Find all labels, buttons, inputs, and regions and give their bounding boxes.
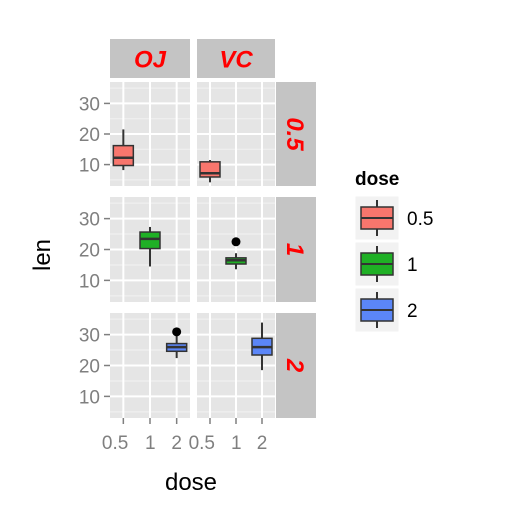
y-tick-label: 30 xyxy=(79,326,100,347)
y-tick-label: 10 xyxy=(79,271,100,292)
boxplot-vc-0.5 xyxy=(199,160,221,183)
x-tick-label: 1 xyxy=(231,433,242,454)
panel-vc-2 xyxy=(197,313,275,418)
strip-right-0.5 xyxy=(276,82,316,186)
box-body xyxy=(199,161,221,178)
y-axis-title: len xyxy=(29,239,56,271)
x-tick-label: 2 xyxy=(171,433,182,454)
strip-label-1: 1 xyxy=(281,243,308,256)
legend-label-1: 1 xyxy=(407,255,418,276)
boxplot-oj-0.5 xyxy=(112,129,135,171)
strip-label-vc: VC xyxy=(219,47,253,74)
legend-key-0.5: 0.5 xyxy=(354,195,433,241)
x-tick-label: 0.5 xyxy=(102,433,128,454)
box-body xyxy=(112,144,135,167)
strip-label-2: 2 xyxy=(281,358,308,373)
y-tick-label: 10 xyxy=(79,156,100,177)
legend-key-2: 2 xyxy=(354,287,418,333)
legend-title: dose xyxy=(355,169,399,190)
facet-strips: OJ VC 0.5 1 2 xyxy=(110,39,316,418)
panel-vc-1 xyxy=(197,197,275,302)
panels-layer xyxy=(110,82,275,418)
x-tick-label: 2 xyxy=(257,433,268,454)
y-tick-label: 30 xyxy=(79,94,100,115)
strip-right-1 xyxy=(276,197,316,302)
legend-label-0.5: 0.5 xyxy=(407,209,433,230)
strip-right-2 xyxy=(276,313,316,418)
y-tick-label: 20 xyxy=(79,241,100,262)
y-tick-label: 10 xyxy=(79,387,100,408)
legend: dose 0.5 1 2 xyxy=(354,169,433,333)
x-tick-label: 1 xyxy=(145,433,156,454)
strip-label-oj: OJ xyxy=(134,47,167,74)
x-axis: 0.5 1 2 0.5 1 2 xyxy=(102,418,267,454)
boxplot-oj-2 xyxy=(165,327,188,359)
box-outlier xyxy=(172,327,182,337)
x-tick-label: 0.5 xyxy=(189,433,215,454)
strip-top-vc xyxy=(197,39,275,78)
panel-oj-0.5 xyxy=(110,82,190,186)
box-body xyxy=(139,231,161,250)
boxplot-vc-2 xyxy=(251,322,273,371)
x-axis-title: dose xyxy=(165,469,217,496)
legend-key-1: 1 xyxy=(354,241,418,287)
legend-label-2: 2 xyxy=(407,301,418,322)
y-tick-label: 30 xyxy=(79,210,100,231)
y-tick-label: 20 xyxy=(79,357,100,378)
y-tick-label: 20 xyxy=(79,125,100,146)
strip-label-0.5: 0.5 xyxy=(281,117,308,151)
boxplot-vc-1 xyxy=(225,237,247,270)
boxplot-oj-1 xyxy=(139,226,161,267)
box-outlier xyxy=(231,237,241,247)
strip-top-oj xyxy=(110,39,190,78)
y-axis: 10 20 30 10 20 30 10 20 30 xyxy=(79,94,110,408)
